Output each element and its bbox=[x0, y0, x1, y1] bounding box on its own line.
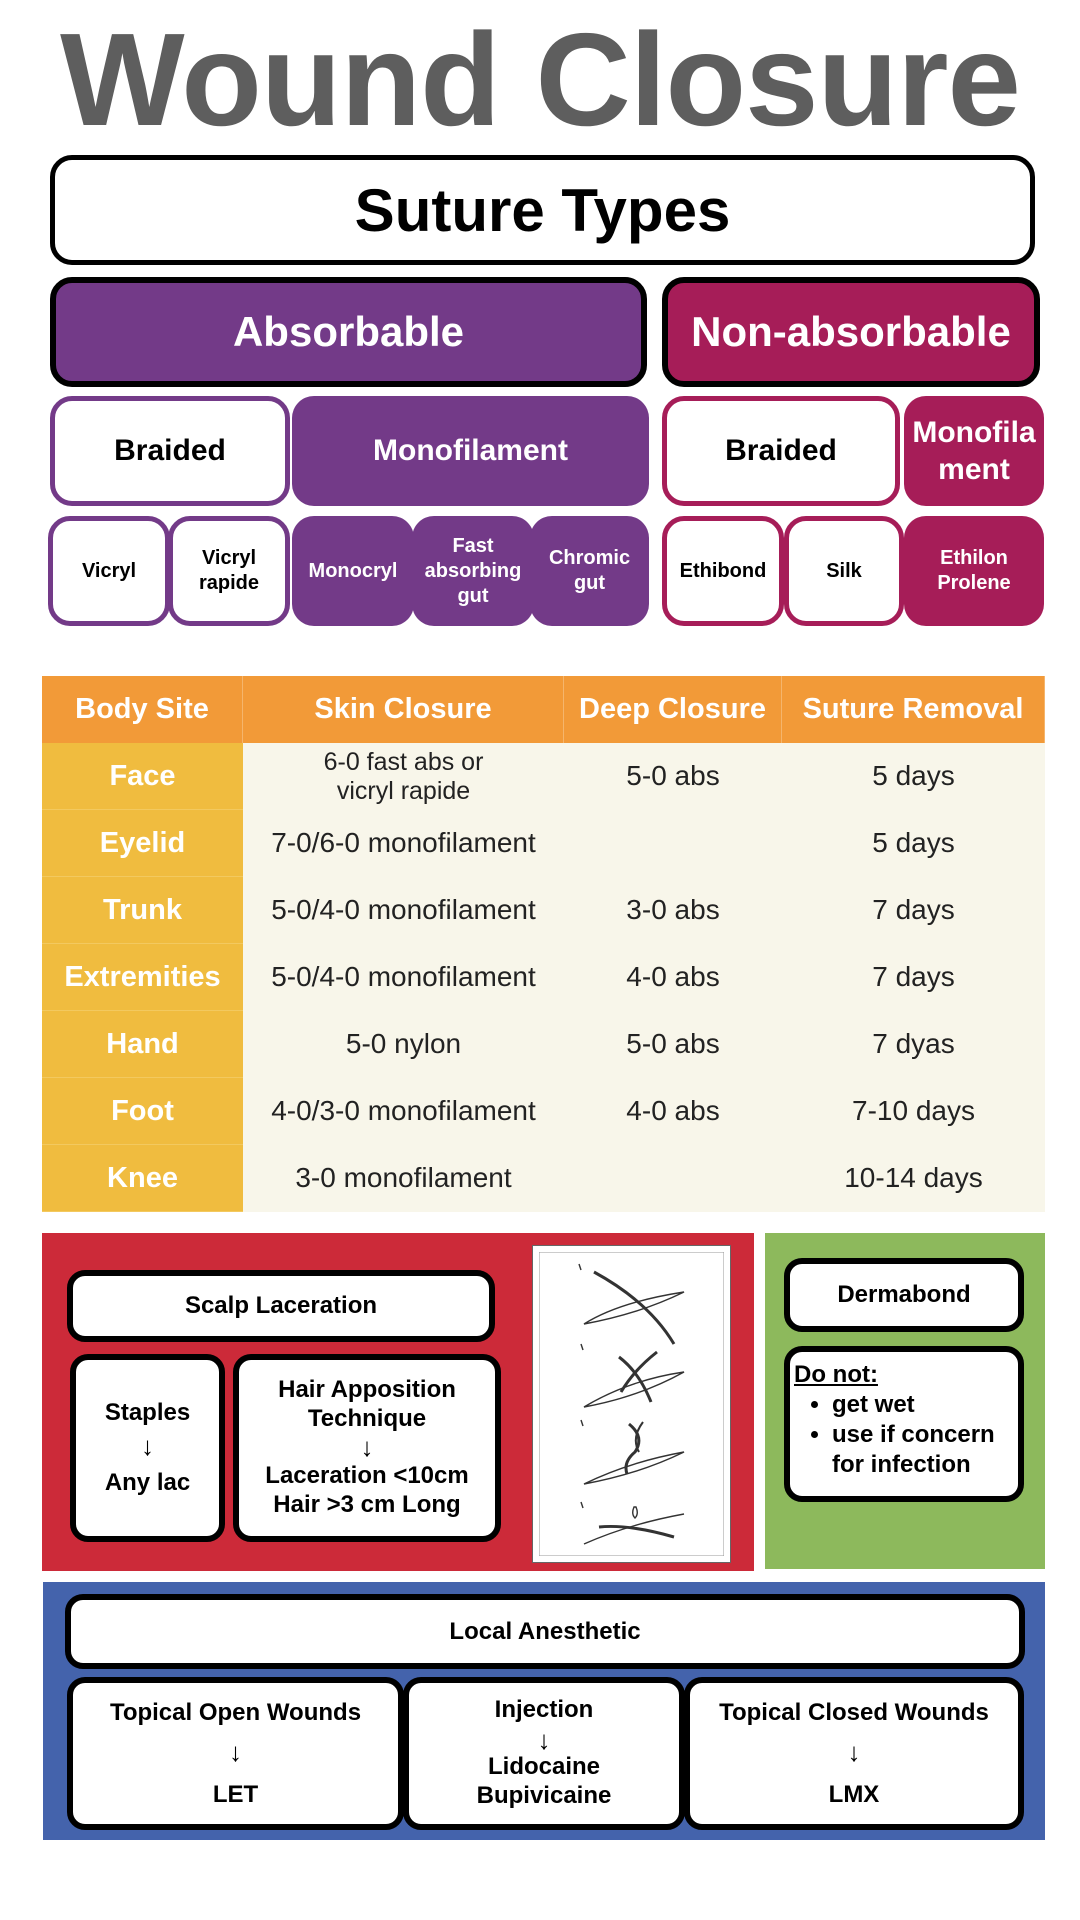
suture-monocryl: Monocryl bbox=[292, 516, 414, 626]
table-row: Foot 4-0/3-0 monofilament 4-0 abs 7-10 d… bbox=[42, 1078, 1045, 1145]
non-absorbable-header: Non-absorbable bbox=[662, 277, 1040, 387]
hair-criteria-hair: Hair >3 cm Long bbox=[273, 1490, 461, 1518]
table-row: Eyelid 7-0/6-0 monofilament 5 days bbox=[42, 810, 1045, 877]
suture-removal-cell: 5 days bbox=[782, 743, 1045, 810]
arrow-down-icon: ↓ bbox=[229, 1736, 242, 1767]
table-row: Extremities 5-0/4-0 monofilament 4-0 abs… bbox=[42, 944, 1045, 1011]
topical-closed-box: Topical Closed Wounds ↓ LMX bbox=[684, 1677, 1024, 1830]
suture-removal-cell: 7 dyas bbox=[782, 1011, 1045, 1078]
arrow-down-icon: ↓ bbox=[537, 1725, 551, 1756]
do-not-label: Do not: bbox=[794, 1361, 878, 1388]
deep-closure-cell: 5-0 abs bbox=[564, 1011, 782, 1078]
skin-closure-cell: 3-0 monofilament bbox=[243, 1145, 564, 1212]
body-site-cell: Knee bbox=[42, 1145, 243, 1212]
suture-removal-cell: 7-10 days bbox=[782, 1078, 1045, 1145]
suture-chromic-gut: Chromic gut bbox=[530, 516, 649, 626]
body-site-cell: Trunk bbox=[42, 877, 243, 944]
local-anesthetic-title: Local Anesthetic bbox=[65, 1594, 1025, 1669]
injection-agent-bupivicaine: Bupivicaine bbox=[476, 1781, 612, 1809]
staples-result: Any lac bbox=[104, 1469, 191, 1496]
suture-silk: Silk bbox=[784, 516, 904, 626]
deep-closure-cell bbox=[564, 810, 782, 877]
page-title: Wound Closure bbox=[60, 5, 1021, 153]
suture-fast-absorbing-gut: Fast absorbing gut bbox=[412, 516, 534, 626]
deep-closure-cell bbox=[564, 1145, 782, 1212]
body-site-cell: Hand bbox=[42, 1011, 243, 1078]
topical-closed-label: Topical Closed Wounds bbox=[719, 1698, 989, 1726]
suture-vicryl-rapide: Vicryl rapide bbox=[168, 516, 290, 626]
suture-vicryl: Vicryl bbox=[48, 516, 170, 626]
skin-closure-cell: 4-0/3-0 monofilament bbox=[243, 1078, 564, 1145]
dermabond-title: Dermabond bbox=[784, 1258, 1024, 1332]
body-site-cell: Eyelid bbox=[42, 810, 243, 877]
hair-apposition-illustration bbox=[532, 1245, 731, 1563]
staples-label: Staples bbox=[104, 1399, 191, 1426]
non-absorbable-braided: Braided bbox=[662, 396, 900, 506]
deep-closure-cell: 3-0 abs bbox=[564, 877, 782, 944]
body-site-cell: Extremities bbox=[42, 944, 243, 1011]
injection-label: Injection bbox=[494, 1696, 594, 1724]
absorbable-monofilament: Monofilament bbox=[292, 396, 649, 506]
hair-criteria-length: Laceration <10cm bbox=[265, 1462, 469, 1489]
table-row: Face 6-0 fast abs or vicryl rapide 5-0 a… bbox=[42, 743, 1045, 810]
injection-agent-lidocaine: Lidocaine bbox=[487, 1753, 601, 1781]
table-header-cell: Skin Closure bbox=[243, 676, 564, 743]
list-item: use if concern for infection bbox=[832, 1420, 1018, 1480]
topical-open-box: Topical Open Wounds ↓ LET bbox=[67, 1677, 404, 1830]
table-header-cell: Body Site bbox=[42, 676, 243, 743]
suture-removal-cell: 5 days bbox=[782, 810, 1045, 877]
suture-ethilon-prolene: Ethilon Prolene bbox=[904, 516, 1044, 626]
staples-box: Staples ↓ Any lac bbox=[70, 1354, 225, 1542]
hair-apposition-box: Hair Apposition Technique ↓ Laceration <… bbox=[233, 1354, 501, 1542]
table-header-row: Body Site Skin Closure Deep Closure Sutu… bbox=[42, 676, 1045, 743]
topical-closed-agent: LMX bbox=[828, 1780, 880, 1808]
injection-box: Injection ↓ Lidocaine Bupivicaine bbox=[403, 1677, 685, 1830]
body-site-cell: Foot bbox=[42, 1078, 243, 1145]
deep-closure-cell: 5-0 abs bbox=[564, 743, 782, 810]
skin-closure-cell: 7-0/6-0 monofilament bbox=[243, 810, 564, 877]
table-header-cell: Deep Closure bbox=[564, 676, 782, 743]
arrow-down-icon: ↓ bbox=[847, 1736, 861, 1767]
skin-closure-cell: 5-0/4-0 monofilament bbox=[243, 944, 564, 1011]
skin-closure-cell: 6-0 fast abs or vicryl rapide bbox=[243, 743, 564, 810]
table-row: Knee 3-0 monofilament 10-14 days bbox=[42, 1145, 1045, 1212]
table-row: Hand 5-0 nylon 5-0 abs 7 dyas bbox=[42, 1011, 1045, 1078]
topical-open-agent: LET bbox=[212, 1780, 259, 1808]
deep-closure-cell: 4-0 abs bbox=[564, 944, 782, 1011]
topical-open-label: Topical Open Wounds bbox=[109, 1698, 362, 1726]
suture-types-header: Suture Types bbox=[50, 155, 1035, 265]
skin-closure-cell: 5-0/4-0 monofilament bbox=[243, 877, 564, 944]
absorbable-braided: Braided bbox=[50, 396, 290, 506]
table-header-cell: Suture Removal bbox=[782, 676, 1045, 743]
list-item: get wet bbox=[832, 1390, 1018, 1420]
suture-ethibond: Ethibond bbox=[662, 516, 784, 626]
body-site-cell: Face bbox=[42, 743, 243, 810]
deep-closure-cell: 4-0 abs bbox=[564, 1078, 782, 1145]
scalp-laceration-title: Scalp Laceration bbox=[67, 1270, 495, 1342]
dermabond-warnings: Do not: get wet use if concern for infec… bbox=[784, 1346, 1024, 1502]
suture-table: Body Site Skin Closure Deep Closure Sutu… bbox=[42, 676, 1045, 1212]
non-absorbable-monofilament: Monofilament bbox=[904, 396, 1044, 506]
skin-closure-cell: 5-0 nylon bbox=[243, 1011, 564, 1078]
suture-removal-cell: 10-14 days bbox=[782, 1145, 1045, 1212]
arrow-down-icon: ↓ bbox=[141, 1431, 154, 1461]
absorbable-header: Absorbable bbox=[50, 277, 647, 387]
arrow-down-icon: ↓ bbox=[360, 1432, 374, 1462]
suture-removal-cell: 7 days bbox=[782, 944, 1045, 1011]
table-row: Trunk 5-0/4-0 monofilament 3-0 abs 7 day… bbox=[42, 877, 1045, 944]
hair-apposition-drawing-icon bbox=[539, 1252, 724, 1556]
suture-removal-cell: 7 days bbox=[782, 877, 1045, 944]
hair-apposition-label: Hair Apposition Technique bbox=[278, 1376, 456, 1433]
